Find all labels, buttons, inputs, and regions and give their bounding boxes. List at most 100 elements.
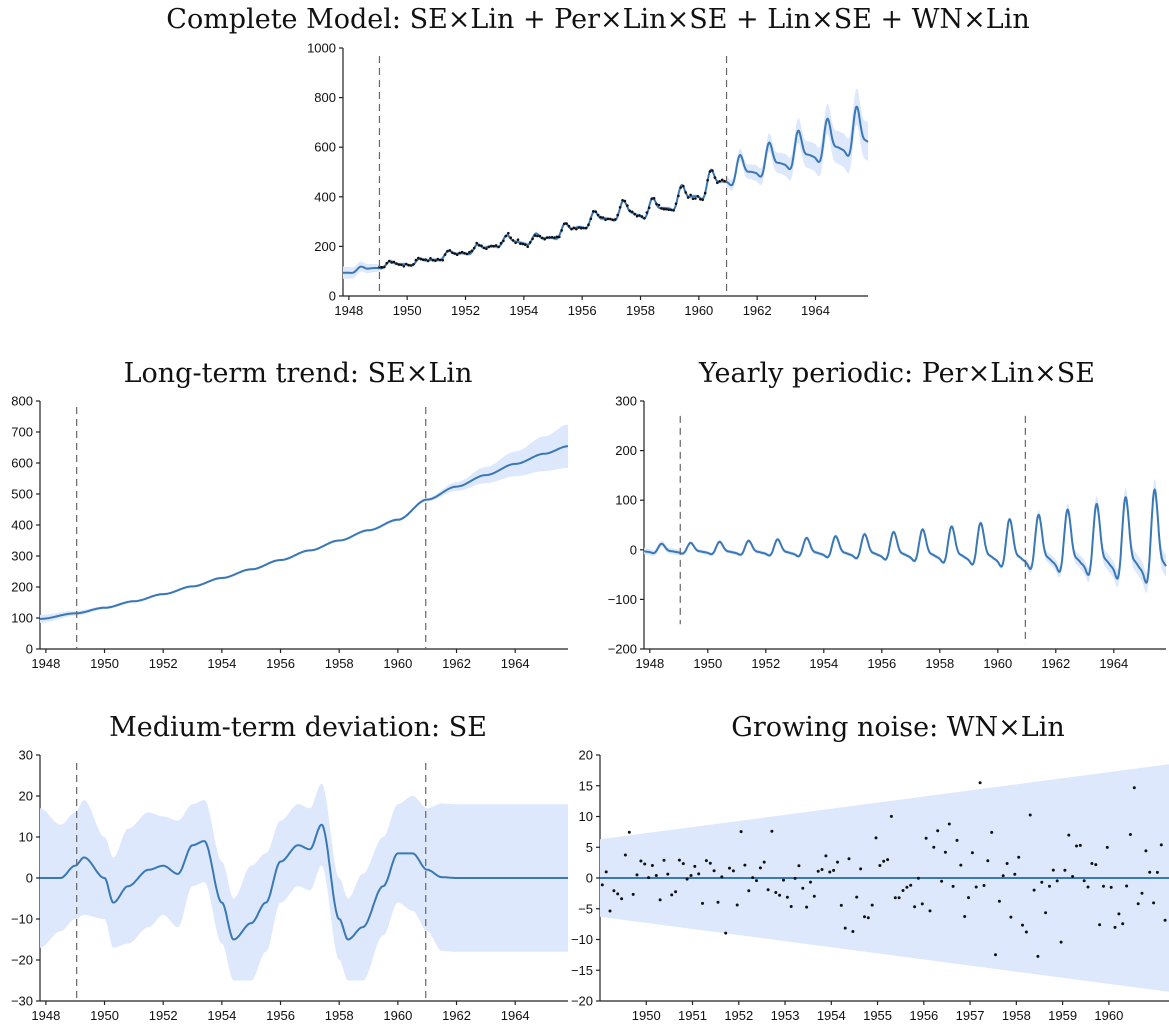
x-tick-label: 1954 — [207, 1008, 236, 1023]
chart-periodic: Yearly periodic: Per×Lin×SE −200 −100 0 100 2… — [608, 358, 1167, 671]
observed-point — [652, 197, 656, 200]
y-tick-label: −30 — [11, 994, 33, 1009]
observed-point — [599, 215, 602, 219]
residual-point — [882, 859, 886, 863]
residual-point — [643, 862, 647, 866]
residual-point — [959, 863, 963, 867]
residual-point — [855, 895, 859, 899]
x-tick-label: 1958 — [1002, 1008, 1031, 1023]
residual-point — [782, 878, 785, 882]
x-tick-label: 1960 — [383, 1008, 412, 1023]
residual-point — [620, 897, 624, 901]
residual-point — [697, 872, 701, 876]
residual-point — [843, 926, 847, 930]
x-tick-label: 1960 — [1094, 1008, 1123, 1023]
observed-point — [579, 227, 583, 230]
observed-point — [689, 193, 692, 197]
residual-point — [731, 869, 735, 873]
x-tick-label: 1954 — [207, 656, 236, 671]
observed-point — [526, 245, 529, 248]
y-tick-label: 20 — [579, 748, 593, 763]
y-tick-label: 100 — [11, 611, 33, 626]
observed-point — [665, 207, 668, 211]
x-tick-label: 1952 — [751, 656, 780, 671]
observed-point — [667, 208, 670, 212]
observed-point — [533, 234, 537, 237]
observed-point — [407, 263, 410, 267]
observed-point — [421, 258, 425, 262]
observed-point — [633, 212, 636, 216]
observed-point — [507, 231, 510, 235]
residual-point — [612, 889, 616, 893]
x-tick-label: 1958 — [325, 1008, 354, 1023]
residual-point — [1005, 862, 1009, 865]
residual-point — [743, 863, 747, 867]
observed-point — [504, 234, 508, 238]
residual-point — [1102, 884, 1105, 888]
observed-point — [686, 196, 690, 199]
residual-point — [967, 896, 970, 900]
y-tick-label: 20 — [19, 789, 33, 804]
y-tick-label: 600 — [11, 456, 33, 471]
observed-point — [541, 236, 544, 240]
observed-point — [409, 264, 413, 267]
residual-point — [816, 869, 820, 873]
observed-point — [553, 236, 556, 239]
x-tick-label: 1962 — [1041, 656, 1070, 671]
y-tick-label: 400 — [314, 189, 336, 204]
residual-point — [970, 851, 974, 855]
y-tick-label: 0 — [26, 642, 33, 657]
residual-point — [990, 830, 994, 834]
residual-point — [758, 866, 762, 870]
observed-point — [596, 213, 600, 217]
observed-point — [699, 198, 702, 201]
residual-point — [889, 814, 893, 818]
y-tick-label: −200 — [608, 642, 637, 657]
residual-point — [693, 864, 697, 868]
residual-point — [839, 903, 843, 907]
residual-point — [1113, 925, 1117, 929]
observed-point — [494, 244, 498, 247]
observed-point — [499, 241, 503, 245]
residual-point — [901, 889, 905, 892]
residual-point — [1090, 862, 1094, 865]
observed-point — [662, 207, 666, 211]
residual-point — [870, 903, 874, 907]
x-tick-label: 1960 — [684, 303, 713, 318]
residual-point — [893, 896, 897, 900]
y-tick-label: −100 — [608, 592, 637, 607]
residual-point — [627, 830, 631, 834]
x-tick-label: 1954 — [809, 656, 838, 671]
residual-point — [1024, 930, 1028, 934]
residual-point — [658, 898, 662, 902]
y-tick-label: 10 — [19, 830, 33, 845]
x-tick-label: 1952 — [724, 1008, 753, 1023]
residual-point — [751, 876, 755, 880]
residual-point — [1044, 911, 1048, 915]
observed-point — [482, 246, 486, 250]
residual-point — [1051, 868, 1055, 872]
y-tick-label: 700 — [11, 425, 33, 440]
observed-point — [609, 217, 612, 221]
x-tick-label: 1956 — [909, 1008, 938, 1023]
residual-point — [600, 883, 604, 887]
observed-point — [424, 258, 427, 261]
y-tick-label: 0 — [586, 871, 593, 886]
x-tick-label: 1952 — [149, 656, 178, 671]
x-tick-label: 1960 — [983, 656, 1012, 671]
observed-point — [708, 170, 712, 173]
residual-point — [866, 916, 870, 920]
observed-point — [696, 195, 700, 198]
observed-point — [672, 209, 675, 212]
observed-point — [691, 197, 695, 201]
residual-point — [728, 866, 731, 870]
observed-point — [606, 217, 610, 221]
x-tick-label: 1956 — [266, 1008, 295, 1023]
x-tick-label: 1956 — [867, 656, 896, 671]
residual-point — [1125, 884, 1129, 888]
residual-point — [1048, 884, 1051, 888]
residual-point — [940, 879, 944, 883]
observed-point — [682, 184, 685, 188]
observed-point — [577, 226, 581, 229]
residual-point — [1148, 870, 1152, 874]
